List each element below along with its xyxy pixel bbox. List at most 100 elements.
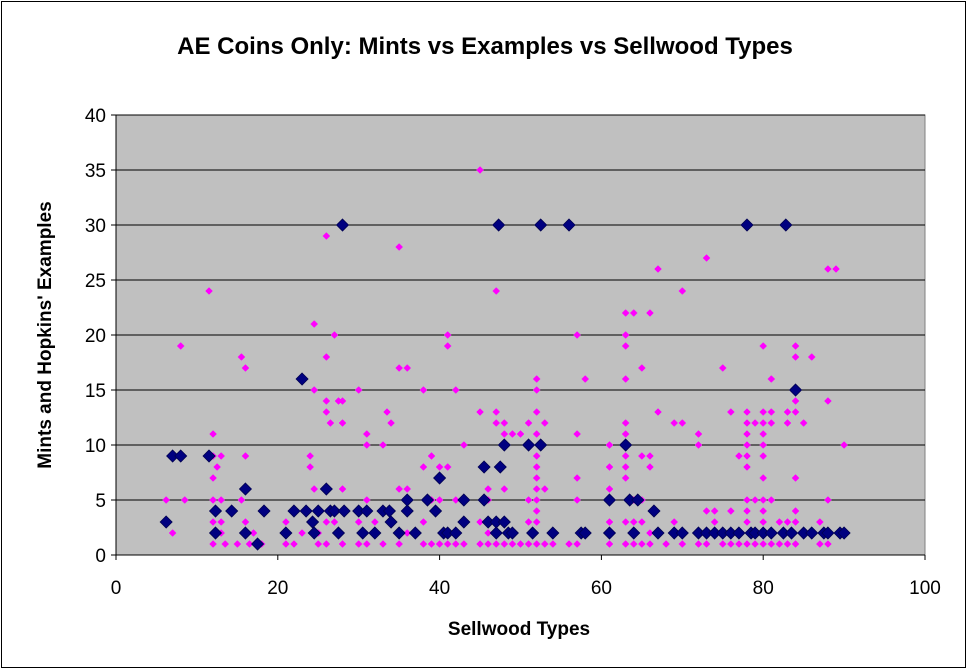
examples-point xyxy=(532,375,541,383)
examples-point xyxy=(233,540,242,548)
examples-point xyxy=(451,540,460,548)
examples-point xyxy=(532,408,541,416)
examples-point xyxy=(637,518,646,526)
mints-point xyxy=(578,526,592,540)
mints-point xyxy=(534,438,548,452)
examples-point xyxy=(460,540,468,548)
examples-point xyxy=(751,540,759,548)
examples-point xyxy=(621,452,630,460)
x-tick-label: 20 xyxy=(267,578,288,599)
examples-point xyxy=(371,518,379,526)
mints-point xyxy=(647,504,661,518)
examples-point xyxy=(237,353,246,361)
mints-point xyxy=(764,526,778,540)
examples-point xyxy=(621,331,630,339)
examples-point xyxy=(508,430,517,438)
y-tick-label: 30 xyxy=(85,216,106,237)
examples-point xyxy=(791,474,800,482)
mints-point xyxy=(457,493,471,507)
examples-point xyxy=(621,463,630,471)
examples-point xyxy=(403,364,412,372)
examples-point xyxy=(662,540,670,548)
examples-point xyxy=(245,540,254,548)
mints-point xyxy=(526,526,540,540)
examples-point xyxy=(573,496,581,504)
mints-point xyxy=(337,504,351,518)
examples-point xyxy=(330,331,339,339)
examples-point xyxy=(532,430,541,438)
examples-point xyxy=(500,430,509,438)
examples-point xyxy=(209,518,217,526)
mints-point xyxy=(174,449,188,463)
examples-point xyxy=(573,331,581,339)
mints-point xyxy=(602,526,617,540)
examples-point xyxy=(646,452,654,460)
mints-point xyxy=(788,383,803,397)
examples-point xyxy=(743,463,751,471)
examples-point xyxy=(759,430,768,438)
examples-point xyxy=(362,441,371,449)
mints-point xyxy=(295,372,309,386)
mints-point xyxy=(311,504,325,518)
mints-point xyxy=(225,504,239,518)
mints-point xyxy=(202,449,216,463)
axes xyxy=(111,114,926,560)
examples-point xyxy=(824,265,832,273)
examples-point xyxy=(783,419,792,427)
examples-point xyxy=(326,419,335,427)
examples-point xyxy=(759,452,768,460)
examples-point xyxy=(824,540,832,548)
mints-point xyxy=(368,526,382,540)
y-tick-label: 25 xyxy=(85,271,106,292)
y-tick-label: 0 xyxy=(95,546,106,567)
examples-point xyxy=(702,540,711,548)
examples-point xyxy=(759,518,768,526)
mints-point xyxy=(837,526,851,540)
examples-point xyxy=(621,430,630,438)
examples-point xyxy=(338,419,347,427)
mints-point xyxy=(477,493,491,507)
examples-point xyxy=(532,452,541,460)
mints-point xyxy=(497,438,511,452)
examples-point xyxy=(743,540,751,548)
examples-point xyxy=(403,529,412,537)
examples-point xyxy=(832,265,840,273)
mints-point xyxy=(740,218,754,232)
examples-point xyxy=(726,408,735,416)
examples-point xyxy=(621,375,630,383)
mints-point xyxy=(522,438,536,452)
examples-point xyxy=(759,419,768,427)
examples-point xyxy=(443,342,452,350)
mints-point xyxy=(619,438,633,452)
mints-point xyxy=(449,526,463,540)
examples-point xyxy=(395,485,404,493)
mints-point xyxy=(356,526,370,540)
examples-point xyxy=(702,254,711,262)
mints-point xyxy=(492,218,506,232)
examples-point xyxy=(621,342,630,350)
examples-point xyxy=(460,441,468,449)
mints-point xyxy=(631,493,645,507)
mints-point xyxy=(392,526,406,540)
mints-point xyxy=(732,526,746,540)
mints-point xyxy=(489,526,503,540)
examples-point xyxy=(807,353,816,361)
examples-point xyxy=(524,518,533,526)
examples-point xyxy=(743,496,751,504)
examples-point xyxy=(654,265,662,273)
chart-title: AE Coins Only: Mints vs Examples vs Sell… xyxy=(177,33,793,60)
examples-point xyxy=(751,419,759,427)
mints-point xyxy=(238,526,253,540)
examples-point xyxy=(443,331,452,339)
examples-point xyxy=(322,232,331,240)
mints-point xyxy=(651,526,665,540)
examples-point xyxy=(581,375,590,383)
examples-point xyxy=(573,430,581,438)
mints-point xyxy=(534,218,548,232)
examples-point xyxy=(338,397,347,405)
examples-point xyxy=(718,364,727,372)
examples-point xyxy=(338,540,347,548)
mints-point xyxy=(408,526,422,540)
y-tick-label: 40 xyxy=(85,106,106,127)
examples-point xyxy=(354,386,363,394)
